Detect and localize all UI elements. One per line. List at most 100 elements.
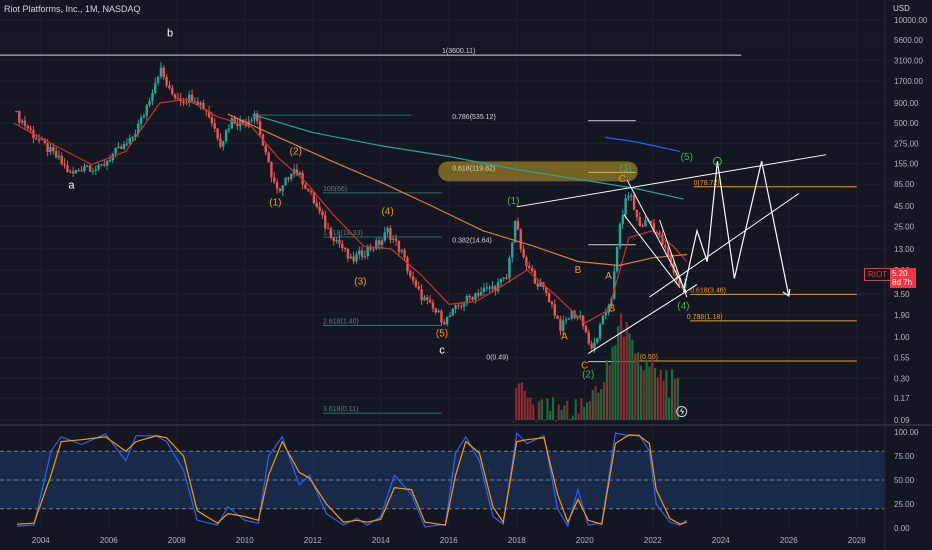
volume-bar [668, 397, 671, 420]
volume-bar [645, 359, 648, 420]
candle-body [624, 198, 627, 215]
candle-body [193, 101, 197, 103]
candle-body [307, 188, 310, 191]
candle-body [312, 192, 316, 204]
candle-body [298, 172, 301, 176]
time-tick-label: 2026 [780, 536, 798, 545]
fib-level-label: 1(3600.11) [442, 48, 475, 55]
candle-body [409, 271, 412, 277]
candle-body [100, 164, 103, 166]
candle-body [590, 343, 593, 349]
volume-bar [605, 359, 608, 420]
candle-body [627, 196, 630, 199]
candle-body [91, 170, 95, 172]
volume-bar [602, 382, 606, 420]
price-tick-label: 85.00 [894, 180, 915, 189]
candle-body [222, 141, 225, 147]
candle-body [375, 240, 378, 249]
candle-body [547, 293, 551, 302]
candle-body [171, 88, 174, 95]
candle-body [369, 247, 372, 250]
candle-body [511, 242, 514, 258]
candle-body [49, 146, 52, 153]
candle-body [403, 250, 406, 258]
candle-body [151, 92, 154, 101]
volume-bar [551, 397, 555, 420]
candle-body [196, 101, 199, 105]
volume-bar [512, 421, 515, 423]
candle-body [443, 322, 446, 325]
last-price-badge: 5.20 8d 7h [890, 268, 916, 288]
volume-bar [580, 398, 583, 420]
candle-body [256, 113, 259, 122]
candle-body [287, 177, 290, 180]
volume-bars [512, 313, 688, 423]
projection-arrowhead [782, 288, 791, 298]
price-tick-label: 45.00 [894, 202, 915, 211]
candle-body [386, 228, 389, 233]
stochastic-tick-label: 75.00 [894, 452, 915, 461]
candle-body [363, 256, 367, 258]
candle-body [321, 211, 324, 216]
candle-body [499, 278, 503, 283]
volume-bar [631, 339, 634, 420]
candle-body [539, 282, 542, 287]
volume-bar [591, 389, 594, 420]
candle-body [281, 185, 284, 192]
candle-body [649, 220, 653, 223]
candle-body [474, 293, 477, 300]
price-tick-label: 3100.00 [894, 56, 923, 65]
wave-label: b [167, 27, 173, 39]
candle-body [666, 247, 670, 257]
volume-bar [625, 322, 628, 420]
candle-body [162, 67, 165, 78]
candle-body [273, 177, 276, 183]
candle-body [445, 317, 449, 325]
volume-bar [648, 366, 651, 420]
candle-body [417, 286, 420, 290]
candle-body [230, 118, 233, 129]
volume-bar [608, 365, 611, 420]
price-tick-label: 0.09 [894, 416, 910, 425]
candle-body [66, 165, 69, 173]
candle-body [71, 171, 75, 174]
candle-body [233, 118, 236, 124]
time-tick-label: 2016 [440, 536, 458, 545]
projection-path [682, 161, 790, 297]
time-axis[interactable]: 2004 2006 2008 2010 2012 2014 2016 2018 2020 2022… [32, 536, 866, 545]
candle-body [434, 308, 437, 313]
volume-bar [662, 380, 665, 420]
candle-body [618, 224, 622, 247]
candle-body [477, 293, 480, 296]
wave-label: C [619, 174, 626, 185]
candle-body [479, 291, 483, 296]
candle-body [63, 163, 66, 166]
time-tick-label: 2020 [576, 536, 594, 545]
candle-body [556, 315, 559, 319]
candle-body [156, 76, 160, 83]
wave-label: B [609, 304, 616, 315]
flash-icon [676, 406, 688, 418]
candle-body [250, 119, 253, 121]
candle-body [366, 247, 369, 257]
candle-body [658, 232, 661, 235]
volume-bar [588, 401, 591, 420]
candle-body [420, 289, 423, 301]
volume-bar [557, 404, 560, 420]
candle-body [454, 305, 457, 310]
candle-body [315, 203, 318, 207]
candle-body [488, 287, 491, 289]
candle-body [275, 182, 279, 189]
fib-level-label: 0.382(14.64) [452, 238, 492, 245]
candle-body [29, 128, 32, 131]
candle-body [593, 342, 596, 349]
stochastic-tick-label: 100.00 [894, 428, 919, 437]
time-tick-label: 2012 [304, 536, 322, 545]
volume-bar [673, 379, 676, 420]
price-tick-label: 1.00 [894, 333, 910, 342]
candle-body [655, 232, 658, 234]
volume-bar [651, 357, 654, 420]
candle-body [295, 169, 299, 176]
candle-body [451, 309, 454, 316]
